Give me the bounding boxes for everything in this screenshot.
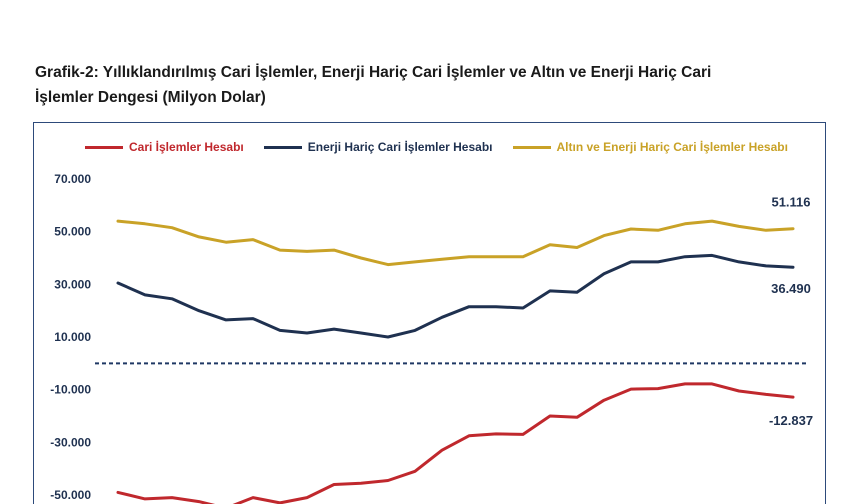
legend: Cari İşlemler Hesabı Enerji Hariç Cari İ… xyxy=(85,137,808,157)
series-line-0 xyxy=(116,382,795,504)
legend-swatch-altin-enerji-haric xyxy=(512,145,551,149)
y-tick-label: 30.000 xyxy=(54,277,91,291)
series-end-label-2: 51.116 xyxy=(771,195,810,210)
y-tick-label: 50.000 xyxy=(54,225,91,239)
y-tick-label: -50.000 xyxy=(50,488,91,502)
series-end-label-0: -12.837 xyxy=(769,413,813,428)
legend-swatch-enerji-haric xyxy=(263,145,302,149)
chart-frame xyxy=(33,122,826,504)
legend-label-enerji-haric: Enerji Hariç Cari İşlemler Hesabı xyxy=(307,140,493,154)
chart-title-line-2: İşlemler Dengesi (Milyon Dolar) xyxy=(35,89,266,106)
y-tick-label: 70.000 xyxy=(54,172,91,186)
legend-swatch-cari xyxy=(85,145,123,149)
chart-title-line-1: Grafik-2: Yıllıklandırılmış Cari İşlemle… xyxy=(35,64,712,81)
series-end-label-1: 36.490 xyxy=(771,281,811,296)
y-tick-label: 10.000 xyxy=(54,330,91,344)
chart-title: Grafik-2: Yıllıklandırılmış Cari İşlemle… xyxy=(35,60,835,110)
y-tick-label: -30.000 xyxy=(50,435,91,449)
series-line-2 xyxy=(116,219,795,267)
y-tick-label: -10.000 xyxy=(50,383,91,397)
legend-label-altin-enerji-haric: Altın ve Enerji Hariç Cari İşlemler Hesa… xyxy=(556,140,788,154)
legend-item-enerji-haric: Enerji Hariç Cari İşlemler Hesabı xyxy=(263,140,493,154)
series-line-1 xyxy=(116,253,795,339)
legend-label-cari: Cari İşlemler Hesabı xyxy=(129,140,244,154)
legend-item-altin-enerji-haric: Altın ve Enerji Hariç Cari İşlemler Hesa… xyxy=(512,140,788,154)
legend-item-cari: Cari İşlemler Hesabı xyxy=(85,140,244,154)
